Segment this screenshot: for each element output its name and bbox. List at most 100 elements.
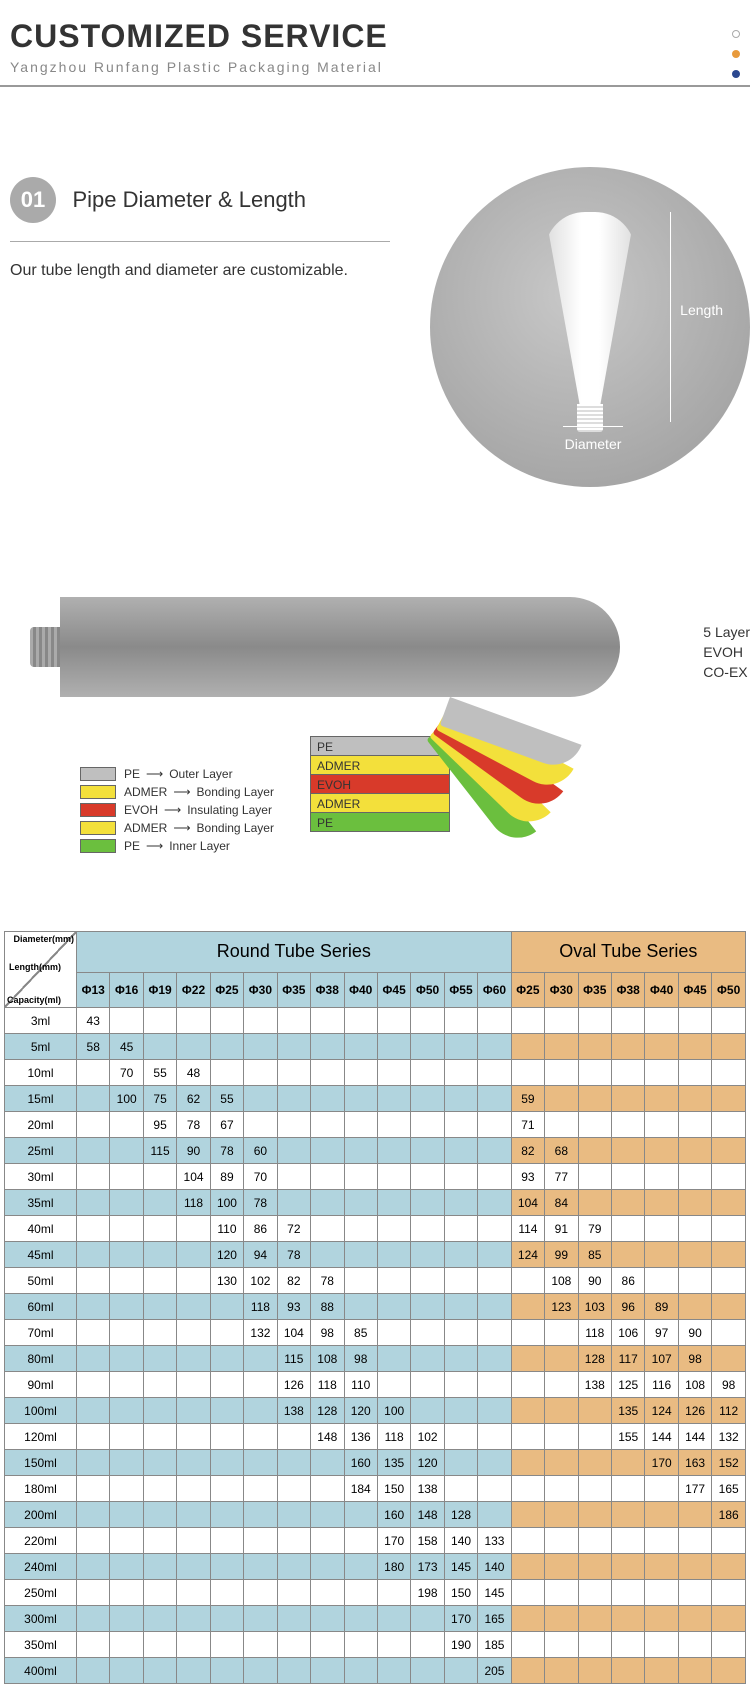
- tube-body-shape: [545, 212, 635, 412]
- legend-swatch: [80, 839, 116, 853]
- oval-cell: [578, 1424, 611, 1450]
- round-cell: [377, 1242, 410, 1268]
- round-cell: 173: [411, 1554, 444, 1580]
- round-cell: [244, 1450, 277, 1476]
- round-cell: [77, 1502, 110, 1528]
- legend-row: PE⟶Inner Layer: [80, 839, 274, 853]
- round-cell: 145: [444, 1554, 477, 1580]
- round-cell: 100: [210, 1190, 243, 1216]
- round-cell: [244, 1424, 277, 1450]
- round-cell: 85: [344, 1320, 377, 1346]
- round-cell: 132: [244, 1320, 277, 1346]
- round-cell: 58: [77, 1034, 110, 1060]
- oval-cell: [678, 1060, 711, 1086]
- round-cell: [177, 1008, 210, 1034]
- oval-cell: [545, 1060, 578, 1086]
- capacity-cell: 70ml: [5, 1320, 77, 1346]
- round-cell: [344, 1554, 377, 1580]
- round-cell: 78: [244, 1190, 277, 1216]
- round-cell: 126: [277, 1372, 310, 1398]
- round-cell: [143, 1008, 176, 1034]
- round-cell: [143, 1372, 176, 1398]
- round-cell: 140: [478, 1554, 511, 1580]
- round-cell: [277, 1632, 310, 1658]
- dot-icon: [732, 70, 740, 78]
- oval-cell: [545, 1086, 578, 1112]
- round-cell: 118: [244, 1294, 277, 1320]
- oval-cell: 93: [511, 1164, 544, 1190]
- capacity-cell: 20ml: [5, 1112, 77, 1138]
- legend-name: PE: [124, 839, 140, 853]
- round-cell: [210, 1606, 243, 1632]
- table-row: 150ml160135120170163152: [5, 1450, 746, 1476]
- round-cell: 102: [411, 1424, 444, 1450]
- oval-cell: 84: [545, 1190, 578, 1216]
- round-cell: [478, 1008, 511, 1034]
- layer-box: PE: [310, 812, 450, 832]
- layer-box: ADMER: [310, 755, 450, 775]
- oval-cell: [678, 1502, 711, 1528]
- legend-desc: Insulating Layer: [187, 803, 272, 817]
- round-cell: [210, 1658, 243, 1684]
- table-row: 220ml170158140133: [5, 1528, 746, 1554]
- round-cell: 118: [377, 1424, 410, 1450]
- oval-diameter-header: Φ38: [612, 972, 645, 1007]
- oval-cell: [645, 1060, 678, 1086]
- round-cell: [177, 1268, 210, 1294]
- oval-cell: 86: [612, 1268, 645, 1294]
- round-cell: [344, 1190, 377, 1216]
- oval-cell: [612, 1034, 645, 1060]
- tube-size-table: Diameter(mm) Length(mm) Capacity(ml) Rou…: [4, 931, 746, 1684]
- legend-desc: Bonding Layer: [197, 821, 274, 835]
- round-cell: [344, 1580, 377, 1606]
- round-cell: [77, 1658, 110, 1684]
- oval-cell: 82: [511, 1138, 544, 1164]
- oval-cell: [712, 1320, 746, 1346]
- round-cell: [110, 1346, 143, 1372]
- round-cell: [244, 1372, 277, 1398]
- round-cell: [210, 1034, 243, 1060]
- round-cell: [277, 1554, 310, 1580]
- round-cell: [411, 1060, 444, 1086]
- capacity-cell: 180ml: [5, 1476, 77, 1502]
- oval-cell: [712, 1164, 746, 1190]
- round-cell: 45: [110, 1034, 143, 1060]
- corner-length-label: Length(mm): [9, 962, 61, 972]
- round-cell: [277, 1658, 310, 1684]
- oval-cell: 89: [645, 1294, 678, 1320]
- round-cell: [143, 1450, 176, 1476]
- round-cell: [311, 1086, 344, 1112]
- oval-cell: [645, 1216, 678, 1242]
- round-cell: 75: [143, 1086, 176, 1112]
- round-cell: [444, 1320, 477, 1346]
- capacity-cell: 10ml: [5, 1060, 77, 1086]
- table-row: 10ml705548: [5, 1060, 746, 1086]
- round-cell: 198: [411, 1580, 444, 1606]
- round-cell: 78: [210, 1138, 243, 1164]
- round-cell: 185: [478, 1632, 511, 1658]
- round-cell: [177, 1554, 210, 1580]
- round-cell: 78: [177, 1112, 210, 1138]
- round-cell: [177, 1502, 210, 1528]
- round-diameter-header: Φ13: [77, 972, 110, 1007]
- layer-legend: PE⟶Outer LayerADMER⟶Bonding LayerEVOH⟶In…: [80, 767, 274, 857]
- oval-cell: [511, 1606, 544, 1632]
- round-cell: 145: [478, 1580, 511, 1606]
- round-cell: 120: [411, 1450, 444, 1476]
- round-cell: [143, 1580, 176, 1606]
- oval-cell: 165: [712, 1476, 746, 1502]
- round-cell: 120: [344, 1398, 377, 1424]
- table-row: 50ml13010282781089086: [5, 1268, 746, 1294]
- oval-cell: 126: [678, 1398, 711, 1424]
- round-diameter-header: Φ16: [110, 972, 143, 1007]
- round-cell: [411, 1086, 444, 1112]
- round-diameter-header: Φ45: [377, 972, 410, 1007]
- section-title: Pipe Diameter & Length: [72, 187, 306, 213]
- round-cell: [143, 1632, 176, 1658]
- oval-cell: [712, 1138, 746, 1164]
- oval-cell: [645, 1606, 678, 1632]
- round-cell: 60: [244, 1138, 277, 1164]
- round-cell: [77, 1580, 110, 1606]
- round-cell: 67: [210, 1112, 243, 1138]
- oval-cell: 124: [511, 1242, 544, 1268]
